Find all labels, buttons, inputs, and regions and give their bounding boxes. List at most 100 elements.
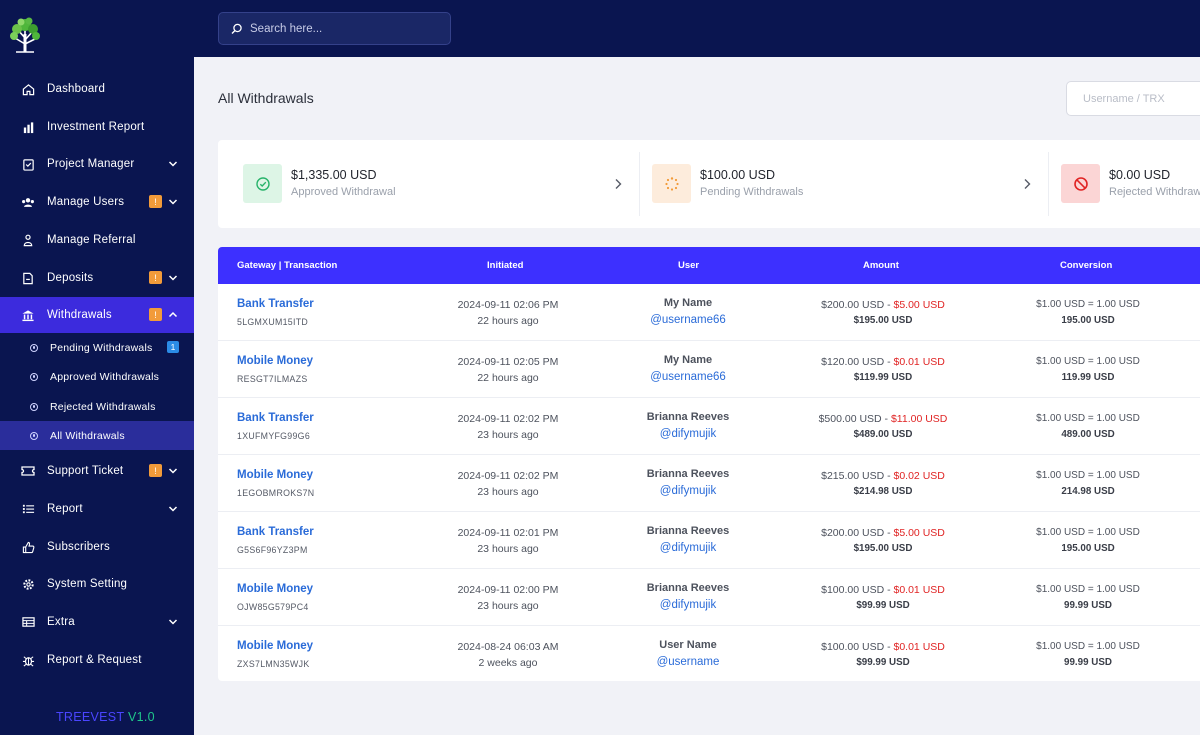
amount-total: $195.00 USD: [853, 315, 913, 326]
initiated-ago: 23 hours ago: [477, 600, 539, 612]
gateway-link[interactable]: Mobile Money: [237, 640, 314, 652]
amount-total: $195.00 USD: [853, 543, 913, 554]
transaction-id: ZXS7LMN35WJK: [237, 659, 310, 669]
circle-dot-icon: [30, 402, 38, 411]
user-handle-link[interactable]: @difymujik: [659, 428, 717, 440]
charge-value: $5.00 USD: [893, 299, 945, 311]
search-box[interactable]: [218, 12, 451, 45]
sidebar-item-label: Report: [47, 503, 83, 515]
alert-badge: !: [149, 195, 162, 208]
gateway-link[interactable]: Bank Transfer: [237, 298, 314, 310]
amount-total: $99.99 USD: [856, 600, 910, 611]
conversion-rate: $1.00 USD = 1.00 USD: [1036, 584, 1140, 595]
charge-value: $0.01 USD: [893, 356, 945, 368]
sidebar-item-report[interactable]: Report: [0, 491, 194, 527]
table-row: Bank Transfer 1XUFMYFG99G6 2024-09-11 02:0…: [218, 398, 1200, 455]
conversion-rate: $1.00 USD = 1.00 USD: [1036, 413, 1140, 424]
initiated-date: 2024-09-11 02:02 PM: [457, 413, 559, 425]
transaction-id: G5S6F96YZ3PM: [237, 545, 308, 555]
gateway-link[interactable]: Bank Transfer: [237, 412, 314, 424]
initiated-ago: 23 hours ago: [477, 486, 539, 498]
sidebar-item-report-request[interactable]: Report & Request: [0, 642, 194, 678]
conversion-rate: $1.00 USD = 1.00 USD: [1036, 356, 1140, 367]
chevron-down-icon: [168, 275, 178, 281]
amount-with-charge: $500.00 USD - $11.00 USD: [793, 413, 973, 425]
tree-logo-icon[interactable]: [6, 14, 44, 54]
stat-approved-withdrawal[interactable]: $1,335.00 USD Approved Withdrawal: [218, 140, 628, 228]
conversion-rate: $1.00 USD = 1.00 USD: [1036, 470, 1140, 481]
alert-badge: !: [149, 308, 162, 321]
search-input[interactable]: [250, 20, 440, 38]
charge-value: $0.02 USD: [893, 470, 945, 482]
sidebar-item-label: Deposits: [47, 272, 94, 284]
amount-with-charge: $100.00 USD - $0.01 USD: [793, 584, 973, 596]
sidebar-item-manage-users[interactable]: Manage Users !: [0, 184, 194, 220]
user-handle-link[interactable]: @username: [656, 656, 720, 668]
sidebar-subitem-approved-withdrawals[interactable]: Approved Withdrawals: [0, 362, 194, 391]
sidebar-item-label: Support Ticket: [47, 465, 124, 477]
sidebar-item-manage-referral[interactable]: Manage Referral: [0, 222, 194, 258]
page-title: All Withdrawals: [218, 90, 314, 106]
sidebar-item-deposits[interactable]: Deposits !: [0, 260, 194, 296]
thumbs-up-icon: [20, 539, 36, 555]
column-header-conversion: Conversion: [1060, 260, 1113, 271]
table-row: Mobile Money ZXS7LMN35WJK 2024-08-24 06:03…: [218, 626, 1200, 681]
user-handle-link[interactable]: @difymujik: [659, 485, 717, 497]
sidebar-item-system-setting[interactable]: System Setting: [0, 566, 194, 602]
clipboard-icon: [20, 156, 36, 172]
gateway-link[interactable]: Mobile Money: [237, 583, 314, 595]
sidebar-item-dashboard[interactable]: Dashboard: [0, 71, 194, 107]
chevron-down-icon: [168, 161, 178, 167]
sidebar-subitem-label: Approved Withdrawals: [50, 370, 160, 383]
charge-value: $11.00 USD: [890, 413, 948, 425]
sidebar-subitem-all-withdrawals[interactable]: All Withdrawals: [0, 421, 194, 450]
sidebar-subitem-pending-withdrawals[interactable]: Pending Withdrawals 1: [0, 333, 194, 362]
sidebar-subitem-label: Pending Withdrawals: [50, 341, 153, 354]
divider: [1048, 152, 1049, 216]
username-trx-filter-input[interactable]: [1066, 81, 1200, 116]
chevron-down-icon: [168, 619, 178, 625]
bank-icon: [20, 307, 36, 323]
sidebar-item-subscribers[interactable]: Subscribers: [0, 529, 194, 565]
user-handle-link[interactable]: @difymujik: [659, 599, 717, 611]
charge-value: $0.01 USD: [893, 584, 945, 596]
user-name: User Name: [659, 639, 717, 651]
sidebar-item-withdrawals[interactable]: Withdrawals !: [0, 297, 194, 333]
user-handle-link[interactable]: @username66: [650, 314, 726, 326]
user-name: Brianna Reeves: [646, 525, 730, 537]
initiated-ago: 23 hours ago: [477, 429, 539, 441]
stat-label: Approved Withdrawal: [291, 186, 396, 198]
amount-with-charge: $215.00 USD - $0.02 USD: [793, 470, 973, 482]
stat-pending-withdrawals[interactable]: $100.00 USD Pending Withdrawals: [627, 140, 1037, 228]
sidebar-item-support-ticket[interactable]: Support Ticket !: [0, 453, 194, 489]
chevron-down-icon: [168, 506, 178, 512]
settings-icon: [20, 576, 36, 592]
column-header-gateway: Gateway | Transaction: [237, 260, 338, 271]
sidebar-subitem-rejected-withdrawals[interactable]: Rejected Withdrawals: [0, 392, 194, 421]
gateway-link[interactable]: Bank Transfer: [237, 526, 314, 538]
amount-value: $200.00 USD -: [821, 527, 894, 539]
gateway-link[interactable]: Mobile Money: [237, 355, 314, 367]
amount-value: $120.00 USD -: [821, 356, 894, 368]
search-icon: [231, 23, 242, 34]
stat-rejected-withdrawals[interactable]: $0.00 USD Rejected Withdrawals: [1036, 140, 1200, 228]
transaction-id: RESGT7ILMAZS: [237, 374, 308, 384]
sidebar-item-investment-report[interactable]: Investment Report: [0, 109, 194, 145]
initiated-ago: 22 hours ago: [477, 315, 539, 327]
user-handle-link[interactable]: @difymujik: [659, 542, 717, 554]
topbar: [194, 0, 1200, 57]
column-header-user: User: [678, 260, 700, 271]
sidebar: Dashboard Investment Report Project Mana…: [0, 0, 194, 735]
amount-total: $489.00 USD: [853, 429, 913, 440]
user-handle-link[interactable]: @username66: [650, 371, 726, 383]
approved-check-icon: [243, 164, 282, 203]
sidebar-item-extra[interactable]: Extra: [0, 604, 194, 640]
gateway-link[interactable]: Mobile Money: [237, 469, 314, 481]
amount-with-charge: $200.00 USD - $5.00 USD: [793, 299, 973, 311]
transaction-id: 5LGMXUM15ITD: [237, 317, 309, 327]
sidebar-item-label: Project Manager: [47, 158, 135, 170]
user-name: Brianna Reeves: [646, 411, 730, 423]
chevron-right-icon: [615, 179, 622, 189]
initiated-ago: 2 weeks ago: [478, 657, 538, 669]
sidebar-item-project-manager[interactable]: Project Manager: [0, 146, 194, 182]
